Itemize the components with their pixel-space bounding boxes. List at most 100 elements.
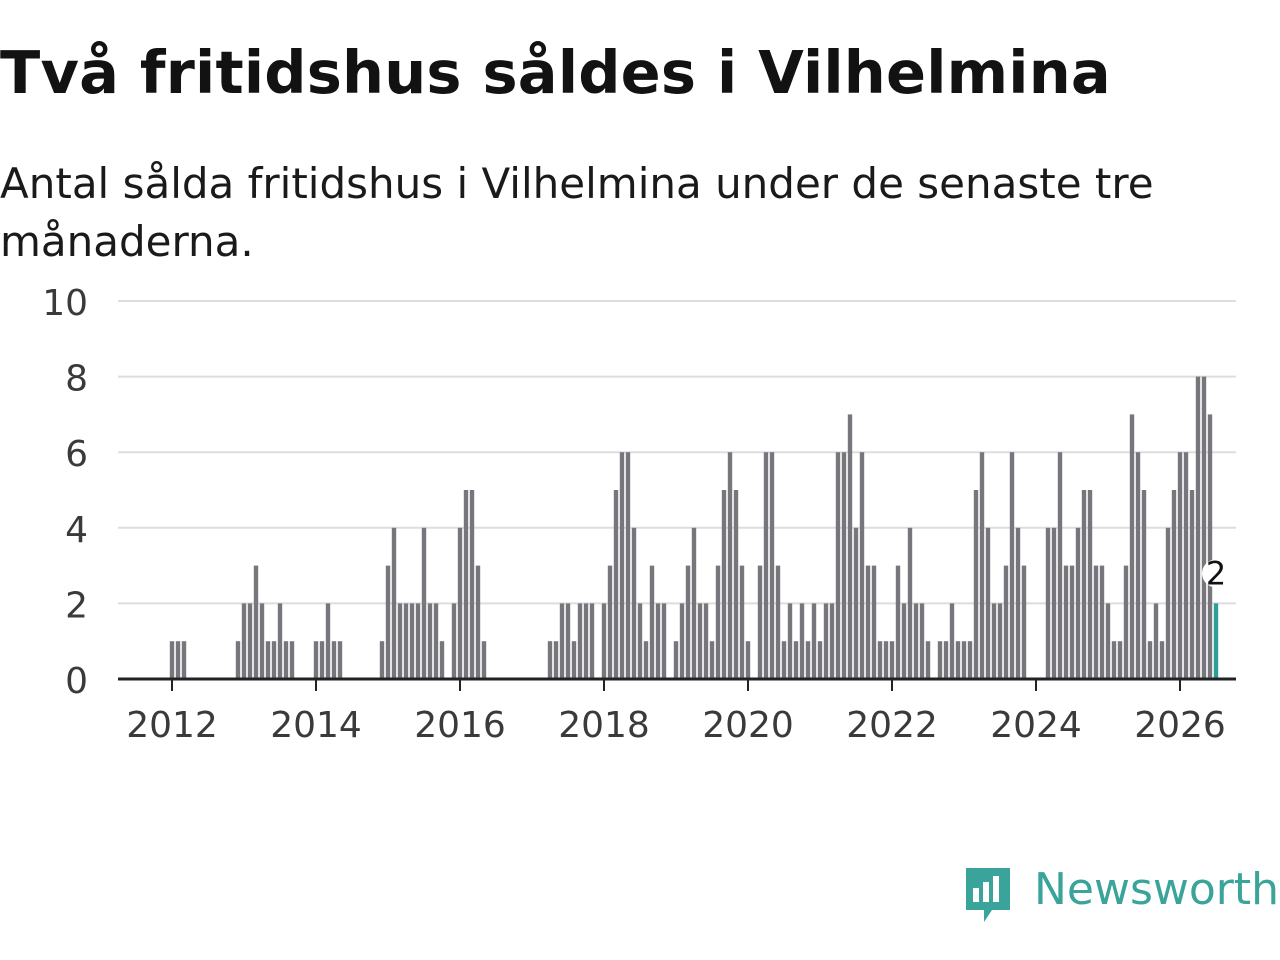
bar [1069, 565, 1075, 679]
bar [691, 527, 697, 679]
bar [817, 641, 823, 679]
bar [1129, 414, 1135, 679]
y-tick-label: 6 [65, 434, 88, 475]
bar [415, 603, 421, 679]
bar [553, 641, 559, 679]
bar [403, 603, 409, 679]
bar [319, 641, 325, 679]
y-tick-label: 4 [65, 510, 88, 551]
bar [385, 565, 391, 679]
bar [1123, 565, 1129, 679]
bar [913, 603, 919, 679]
bar [589, 603, 595, 679]
bar [907, 527, 913, 679]
bar [1153, 603, 1159, 679]
bar [1117, 641, 1123, 679]
bar [1087, 490, 1093, 679]
bar [805, 641, 811, 679]
bar [637, 603, 643, 679]
bar [247, 603, 253, 679]
bar [733, 490, 739, 679]
y-axis-ticks: 0 2 4 6 8 10 [42, 283, 88, 702]
bar [757, 565, 763, 679]
bars [169, 376, 1219, 679]
bar [379, 641, 385, 679]
x-tick-label: 2026 [1134, 705, 1226, 746]
bar [871, 565, 877, 679]
bar [631, 527, 637, 679]
bar [289, 641, 295, 679]
y-tick-label: 10 [42, 283, 88, 324]
bar [175, 641, 181, 679]
bar [547, 641, 553, 679]
bar [457, 527, 463, 679]
bar [577, 603, 583, 679]
bar [277, 603, 283, 679]
bar [1021, 565, 1027, 679]
bar [607, 565, 613, 679]
bar [841, 452, 847, 679]
bar [439, 641, 445, 679]
bar [685, 565, 691, 679]
bar [181, 641, 187, 679]
bar [271, 641, 277, 679]
bar [745, 641, 751, 679]
bar [769, 452, 775, 679]
bar [901, 603, 907, 679]
bar [1009, 452, 1015, 679]
bar [337, 641, 343, 679]
bar [1111, 641, 1117, 679]
bar [1195, 376, 1201, 679]
y-tick-label: 0 [65, 661, 88, 702]
bar [985, 527, 991, 679]
bar [955, 641, 961, 679]
newsworthy-logo: Newsworthy [962, 862, 1280, 928]
highlight-bar [1213, 603, 1219, 679]
bar [259, 603, 265, 679]
x-tick-label: 2014 [270, 705, 362, 746]
bar [481, 641, 487, 679]
newsworthy-logo-icon [966, 868, 1010, 922]
bar [781, 641, 787, 679]
bar [1003, 565, 1009, 679]
x-tick-label: 2024 [990, 705, 1082, 746]
x-tick-label: 2016 [414, 705, 506, 746]
bar [763, 452, 769, 679]
bar [283, 641, 289, 679]
bar [427, 603, 433, 679]
bar [571, 641, 577, 679]
bar [865, 565, 871, 679]
bar [1141, 490, 1147, 679]
highlight-callout: 2 [1202, 554, 1230, 592]
chart-subtitle: Antal sålda fritidshus i Vilhelmina unde… [0, 159, 1154, 266]
bar [697, 603, 703, 679]
bar [421, 527, 427, 679]
bar [739, 565, 745, 679]
bar [925, 641, 931, 679]
newsworthy-logo-text: Newsworthy [1034, 864, 1280, 915]
bar [1105, 603, 1111, 679]
bar [241, 603, 247, 679]
bar [1171, 490, 1177, 679]
bar [433, 603, 439, 679]
bar [979, 452, 985, 679]
bar [169, 641, 175, 679]
bar [973, 490, 979, 679]
bar [463, 490, 469, 679]
bar [1081, 490, 1087, 679]
bar [991, 603, 997, 679]
bar [811, 603, 817, 679]
bar [313, 641, 319, 679]
bar [715, 565, 721, 679]
bar [619, 452, 625, 679]
bar [391, 527, 397, 679]
bar [1183, 452, 1189, 679]
bar [709, 641, 715, 679]
bar [853, 527, 859, 679]
x-tick-label: 2022 [846, 705, 938, 746]
bar [727, 452, 733, 679]
bar [1057, 452, 1063, 679]
bar [703, 603, 709, 679]
bar [889, 641, 895, 679]
bar [1045, 527, 1051, 679]
